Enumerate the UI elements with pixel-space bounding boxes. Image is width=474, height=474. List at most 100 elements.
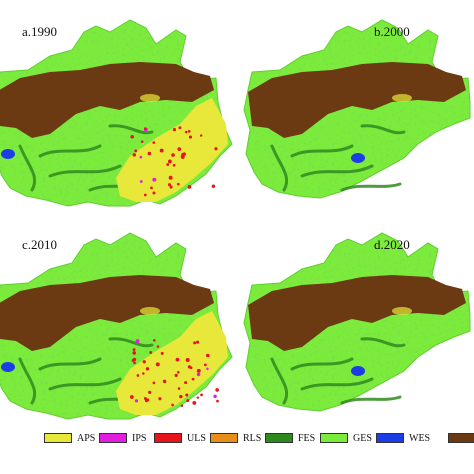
urban-dot: [196, 368, 201, 373]
urban-dot: [155, 362, 160, 367]
urban-dot: [185, 357, 190, 362]
forest-streak: [270, 144, 289, 192]
urban-dot: [171, 403, 174, 407]
urban-dot: [174, 373, 178, 377]
urban-dot: [148, 390, 152, 394]
urban-dot: [179, 394, 183, 399]
urban-dot: [160, 351, 164, 355]
legend-swatch-ips: [99, 433, 127, 443]
urban-dot: [162, 379, 167, 384]
urban-dot: [213, 394, 217, 399]
urban-dot: [180, 404, 184, 407]
urban-dot: [166, 163, 170, 166]
urban-dot: [140, 140, 144, 143]
urban-dot: [175, 357, 180, 362]
forest-streak: [360, 124, 406, 135]
forest-streak: [38, 357, 102, 371]
urban-dot: [145, 367, 150, 371]
urban-dot: [134, 399, 139, 403]
legend-label-rls: RLS: [243, 432, 262, 444]
region-cropland: [116, 311, 228, 415]
urban-dot: [192, 400, 197, 405]
legend-swatch-uls: [154, 433, 182, 443]
panel-label-d: d.2020: [374, 237, 410, 252]
urban-dot: [132, 351, 137, 355]
forest-streak: [48, 377, 122, 391]
urban-dot: [143, 127, 147, 130]
urban-dot: [147, 151, 152, 156]
urban-dot: [189, 366, 193, 370]
urban-dot: [216, 399, 219, 403]
urban-dot: [134, 149, 138, 153]
legend-swatch-wes: [376, 433, 404, 443]
forest-streak: [340, 395, 402, 405]
legend-item-rls: RLS: [210, 428, 261, 448]
urban-dot: [152, 141, 156, 144]
urban-dot: [177, 182, 180, 186]
forest-streak: [108, 337, 154, 348]
urban-dot: [177, 147, 182, 151]
urban-dot: [185, 393, 189, 397]
urban-dot: [143, 193, 147, 197]
urban-dot: [133, 361, 136, 365]
urban-dot: [149, 351, 153, 354]
panel-label-c: c.2010: [22, 237, 58, 252]
forest-streak: [18, 357, 37, 405]
legend-label-ges: GES: [353, 432, 372, 444]
urban-dot: [206, 353, 210, 358]
forest-streak: [270, 357, 289, 405]
urban-dot: [130, 135, 134, 139]
urban-dot: [132, 153, 137, 157]
urban-dot: [178, 126, 182, 130]
cropland-patch: [140, 307, 160, 315]
region-desert: [248, 62, 466, 138]
urban-dot: [184, 130, 188, 134]
urban-dot: [168, 175, 173, 180]
urban-dot: [203, 363, 207, 367]
legend: APS IPS ULS RLS FES GES WES: [0, 428, 474, 456]
urban-dot: [215, 388, 219, 392]
panel-label-b: b.2000: [374, 24, 410, 39]
urban-dot: [196, 372, 201, 377]
cropland-patch: [140, 94, 160, 102]
legend-label-uls: ULS: [187, 432, 206, 444]
map-panel-c: [0, 232, 233, 420]
urban-dot: [187, 185, 192, 189]
region-desert: [248, 275, 466, 351]
legend-item-uls: ULS: [154, 428, 206, 448]
urban-dot: [132, 348, 136, 352]
cropland-patch: [392, 94, 412, 102]
urban-dot: [158, 397, 162, 401]
forest-streak: [48, 164, 122, 178]
urban-dot: [139, 180, 143, 183]
urban-dot: [214, 147, 218, 151]
urban-dot: [182, 152, 186, 156]
legend-swatch-desert: [448, 433, 474, 443]
urban-dot: [193, 341, 197, 345]
map-panel-b: [243, 19, 471, 199]
urban-dot: [142, 360, 146, 364]
legend-item-aps: APS: [44, 428, 95, 448]
forest-streak: [340, 182, 402, 192]
urban-dot: [191, 377, 195, 381]
water-body: [351, 366, 365, 376]
urban-dot: [142, 372, 145, 375]
legend-swatch-rls: [210, 433, 238, 443]
legend-item-wes: WES: [376, 428, 430, 448]
forest-streak: [360, 337, 406, 348]
forest-streak: [300, 164, 374, 178]
forest-streak: [108, 124, 154, 135]
urban-dot: [167, 183, 172, 187]
legend-label-ips: IPS: [132, 432, 147, 444]
legend-item-fes: FES: [265, 428, 315, 448]
urban-dot: [188, 135, 193, 139]
urban-dot: [159, 148, 164, 153]
urban-dot: [156, 345, 160, 348]
urban-dot: [196, 396, 200, 399]
urban-dot: [184, 381, 188, 385]
urban-dot: [152, 177, 157, 182]
urban-dot: [196, 340, 200, 344]
urban-dot: [169, 185, 173, 189]
urban-dot: [186, 399, 190, 403]
